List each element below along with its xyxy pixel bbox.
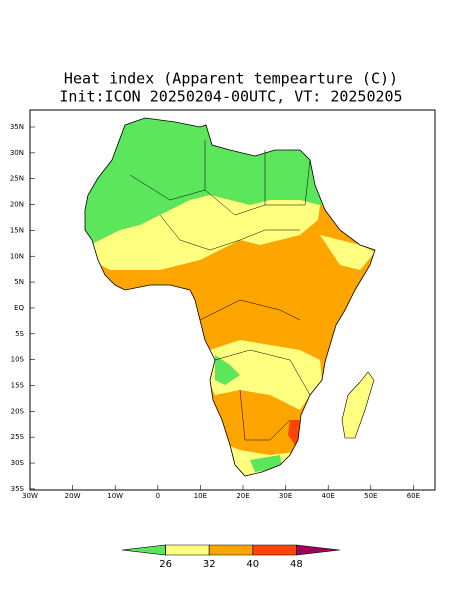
lat-label: 10S (11, 356, 25, 364)
colorbar-label: 40 (246, 559, 259, 570)
subtitle: Init:ICON 20250204-00UTC, VT: 20250205 (59, 88, 402, 106)
colorbar-swatch (252, 544, 297, 556)
colorbar-swatch (208, 544, 254, 556)
lon-label: 20E (236, 492, 249, 500)
lon-label: 20W (65, 492, 81, 500)
lat-label: 25N (10, 175, 24, 183)
lat-label: 5S (15, 330, 24, 338)
lat-label: 35S (11, 485, 25, 493)
lat-label: 20S (11, 407, 25, 415)
map-frame (29, 109, 436, 491)
lon-label: 50E (364, 492, 377, 500)
colorbar-label: 26 (159, 559, 172, 570)
lat-label: 15N (10, 226, 24, 234)
lat-label: 10N (10, 252, 24, 260)
colorbar-swatch (296, 544, 341, 556)
lat-label: 20N (10, 201, 24, 209)
madagascar (341, 371, 375, 439)
lat-label: 15S (11, 382, 25, 390)
lon-label: 60E (407, 492, 420, 500)
lat-label: 30N (10, 149, 24, 157)
lat-label: 35N (10, 123, 24, 131)
borders (129, 140, 311, 441)
lon-label: 0 (156, 492, 160, 500)
lon-label: 10E (194, 492, 207, 500)
colorbar-swatch (121, 544, 166, 556)
lat-label: 5N (14, 278, 24, 286)
heat-map (85, 118, 375, 476)
title: Heat index (Apparent tempearture (C)) (64, 70, 398, 88)
lon-label: 30W (22, 492, 38, 500)
lat-label: 25S (11, 433, 25, 441)
lat-label: 30S (11, 459, 25, 467)
lon-label: 10W (107, 492, 123, 500)
coastline (84, 117, 376, 477)
colorbar-swatch (165, 544, 210, 556)
colorbar-label: 48 (290, 559, 303, 570)
lon-label: 30E (279, 492, 292, 500)
lat-label: EQ (14, 304, 24, 312)
colorbar-label: 32 (203, 559, 216, 570)
lon-label: 40E (322, 492, 335, 500)
